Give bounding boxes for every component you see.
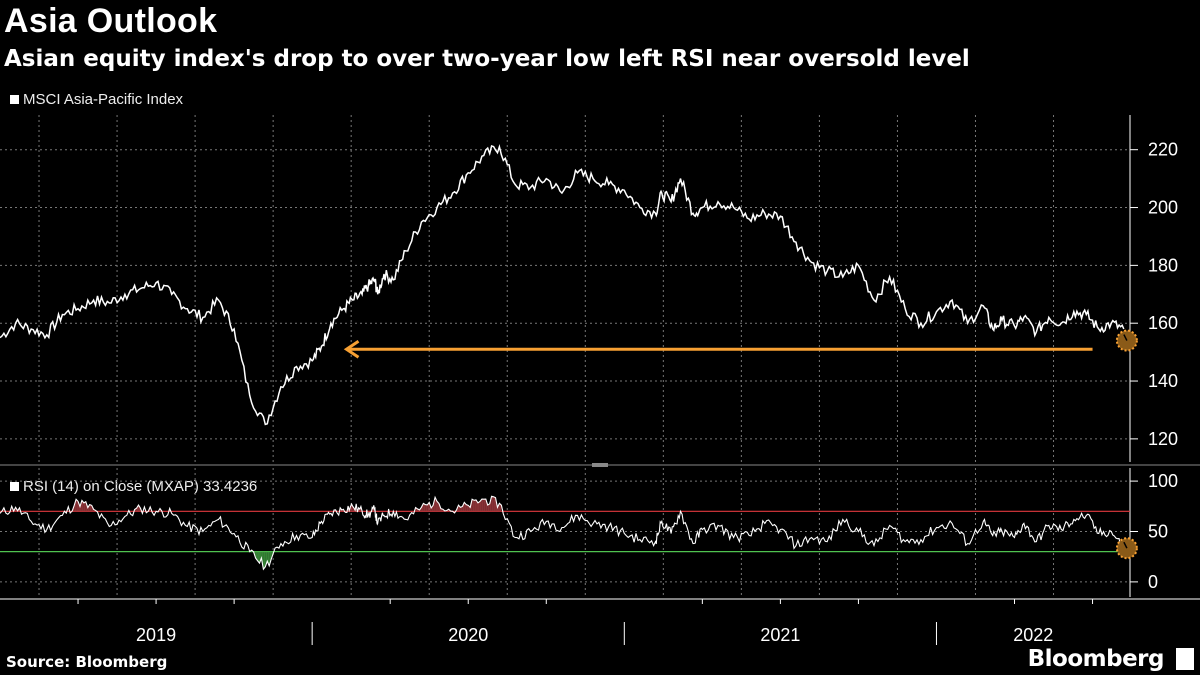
x-tick-label: 2019	[136, 625, 176, 645]
rsi-overbought-fill	[460, 506, 463, 512]
x-tick-label: 2021	[760, 625, 800, 645]
rsi-overbought-fill	[474, 499, 477, 512]
rsi-highlight-marker-hand	[1123, 541, 1128, 549]
price-legend: MSCI Asia-Pacific Index	[10, 91, 183, 108]
rsi-overbought-fill	[437, 501, 439, 512]
rsi-y-tick-label: 0	[1148, 572, 1158, 592]
annotation-arrow-head	[343, 339, 360, 359]
y-tick-label: 200	[1148, 198, 1178, 218]
y-tick-label: 180	[1148, 255, 1178, 275]
rsi-oversold-fill	[259, 551, 262, 564]
rsi-overbought-fill	[423, 503, 426, 512]
bloomberg-badge-icon	[1176, 648, 1194, 670]
rsi-overbought-fill	[81, 500, 84, 512]
chart-title: Asia Outlook	[4, 2, 218, 40]
rsi-y-tick-label: 100	[1148, 471, 1178, 491]
legend-swatch	[10, 482, 19, 491]
rsi-overbought-fill	[477, 501, 480, 512]
y-tick-label: 220	[1148, 140, 1178, 160]
rsi-overbought-fill	[458, 505, 461, 512]
bloomberg-logo: Bloomberg	[1027, 646, 1165, 672]
panel-resize-handle	[592, 463, 608, 467]
rsi-legend: RSI (14) on Close (MXAP) 33.4236	[10, 478, 257, 495]
y-tick-label: 160	[1148, 313, 1178, 333]
rsi-overbought-fill	[479, 499, 482, 512]
rsi-overbought-fill	[481, 499, 484, 512]
rsi-overbought-fill	[468, 505, 471, 512]
rsi-overbought-fill	[89, 504, 92, 512]
source-note: Source: Bloomberg	[6, 653, 168, 671]
rsi-overbought-fill	[76, 499, 79, 512]
rsi-series-line	[0, 495, 1124, 571]
rsi-oversold-fill	[265, 551, 268, 567]
legend-swatch	[10, 95, 19, 104]
x-tick-label: 2022	[1013, 625, 1053, 645]
rsi-y-tick-label: 50	[1148, 521, 1168, 541]
rsi-overbought-fill	[425, 504, 428, 512]
price-highlight-marker-hand	[1123, 334, 1128, 341]
rsi-overbought-fill	[491, 496, 494, 512]
price-series-line	[0, 144, 1125, 426]
y-tick-label: 140	[1148, 371, 1178, 391]
rsi-overbought-fill	[472, 499, 475, 512]
rsi-overbought-fill	[487, 503, 490, 512]
rsi-overbought-fill	[83, 501, 86, 512]
rsi-oversold-fill	[263, 551, 266, 570]
chart-subtitle: Asian equity index's drop to over two-ye…	[4, 46, 970, 72]
rsi-overbought-fill	[466, 504, 469, 512]
y-tick-label: 120	[1148, 429, 1178, 449]
rsi-overbought-fill	[483, 499, 486, 512]
rsi-legend-label: RSI (14) on Close (MXAP) 33.4236	[23, 478, 258, 495]
price-legend-label: MSCI Asia-Pacific Index	[23, 91, 184, 108]
rsi-overbought-fill	[493, 496, 496, 512]
x-tick-label: 2020	[448, 625, 488, 645]
rsi-oversold-fill	[257, 551, 260, 564]
